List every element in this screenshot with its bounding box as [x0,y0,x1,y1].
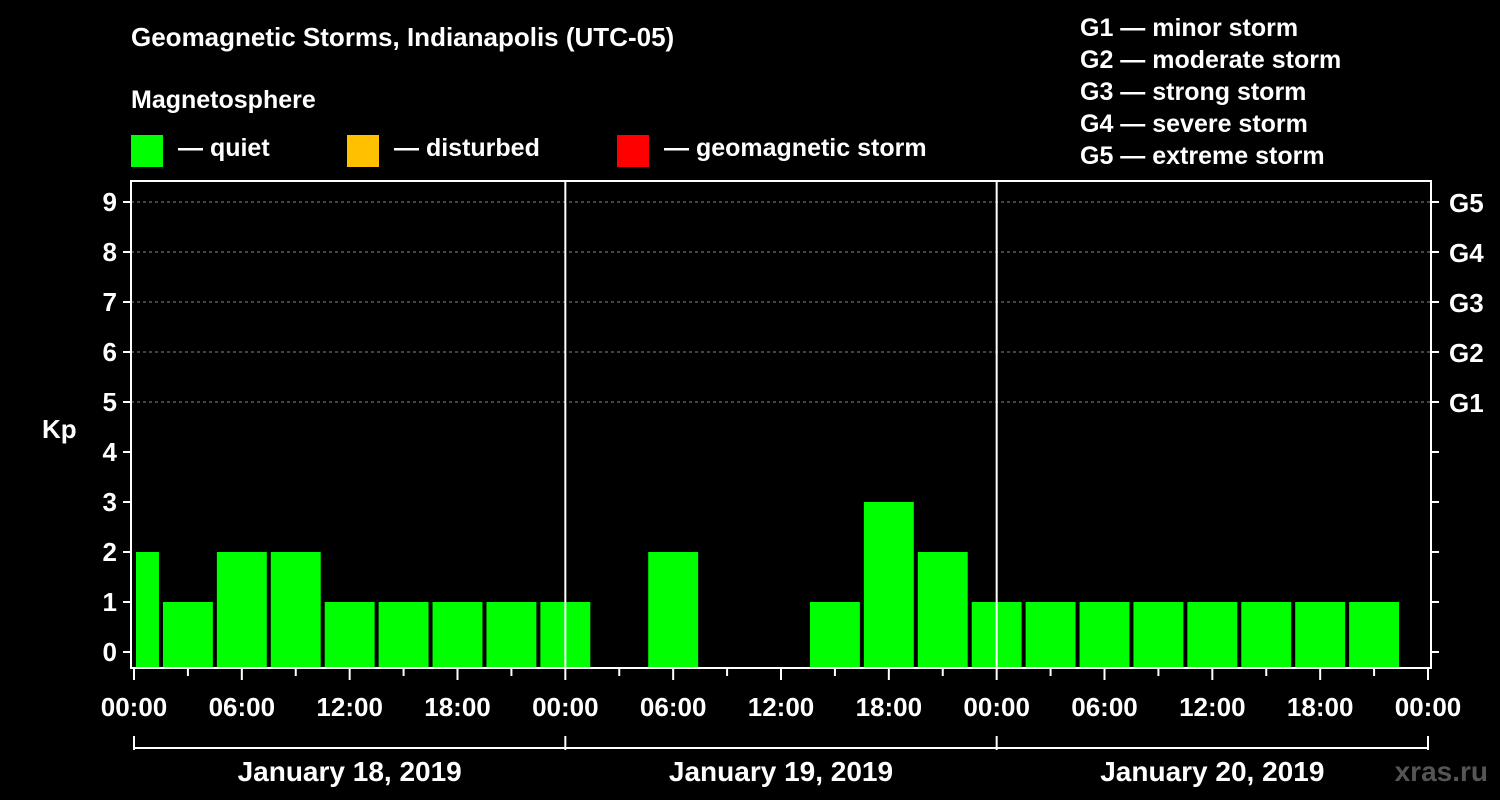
x-tick-label: 06:00 [640,692,707,722]
bar-11 [863,502,914,668]
axes-layer [123,180,1439,750]
bar-4 [324,602,375,668]
bar-14 [1025,602,1076,668]
watermark: xras.ru [1394,756,1488,787]
legend-swatch-quiet [131,135,163,167]
chart-subtitle: Magnetosphere [131,86,316,114]
x-tick-label: 12:00 [1179,692,1246,722]
x-tick-label: 18:00 [1287,692,1354,722]
y-tick-label: 1 [103,587,117,617]
bar-5 [378,602,429,668]
storm-scale-g5: G5 — extreme storm [1080,142,1325,170]
g-level-label: G3 [1449,288,1484,318]
storm-scale-g2: G2 — moderate storm [1080,46,1342,74]
labels-layer: 0 1 2 3 4 5 6 7 8 9 G1 G2 G3 G4 G5 Kp 00:00 06:00 12:00 18:… [42,187,1484,787]
x-tick-label: 06:00 [209,692,276,722]
x-tick-label: 00:00 [101,692,168,722]
y-tick-label: 9 [103,187,117,217]
x-tick-label: 12:00 [316,692,383,722]
x-tick-label: 18:00 [856,692,923,722]
legend-label-quiet: — quiet [178,134,270,162]
y-tick-label: 2 [103,537,117,567]
y-axis-label: Kp [42,414,77,444]
bar-7 [486,602,537,668]
plot-frame [130,180,1432,669]
bar-0 [136,552,159,668]
bar-15 [1079,602,1130,668]
storm-scale-g4: G4 — severe storm [1080,110,1308,138]
bar-19 [1295,602,1346,668]
storm-scale-g3: G3 — strong storm [1080,78,1307,106]
bar-12 [917,552,968,668]
day-label: January 19, 2019 [669,756,893,787]
bar-20 [1349,602,1400,668]
bar-9 [648,552,699,668]
y-tick-label: 3 [103,487,117,517]
y-tick-label: 0 [103,637,117,667]
bar-18 [1241,602,1292,668]
storm-scale-g1: G1 — minor storm [1080,14,1299,42]
x-tick-label: 00:00 [532,692,599,722]
bar-17 [1187,602,1238,668]
bar-3 [270,552,321,668]
x-tick-label: 18:00 [424,692,491,722]
y-tick-label: 7 [103,287,117,317]
g-level-label: G4 [1449,238,1484,268]
bar-6 [432,602,483,668]
bar-16 [1133,602,1184,668]
grid-layer [131,201,1431,403]
bar-10 [809,602,860,668]
day-label: January 18, 2019 [238,756,462,787]
g-level-label: G1 [1449,388,1484,418]
y-tick-label: 8 [103,237,117,267]
legend-swatch-disturbed [347,135,379,167]
legend-label-storm: — geomagnetic storm [664,134,927,162]
bar-1 [162,602,213,668]
y-tick-label: 4 [103,437,118,467]
x-tick-label: 00:00 [1395,692,1462,722]
x-tick-label: 00:00 [963,692,1030,722]
day-label: January 20, 2019 [1100,756,1324,787]
legend-swatch-storm [617,135,649,167]
chart-title: Geomagnetic Storms, Indianapolis (UTC-05… [131,22,675,52]
y-tick-label: 5 [103,387,117,417]
legend-label-disturbed: — disturbed [394,134,540,162]
bar-2 [216,552,267,668]
g-level-label: G5 [1449,188,1484,218]
y-tick-label: 6 [103,337,117,367]
x-tick-label: 06:00 [1071,692,1138,722]
g-level-label: G2 [1449,338,1484,368]
bars-layer [136,502,1400,668]
x-tick-label: 12:00 [748,692,815,722]
